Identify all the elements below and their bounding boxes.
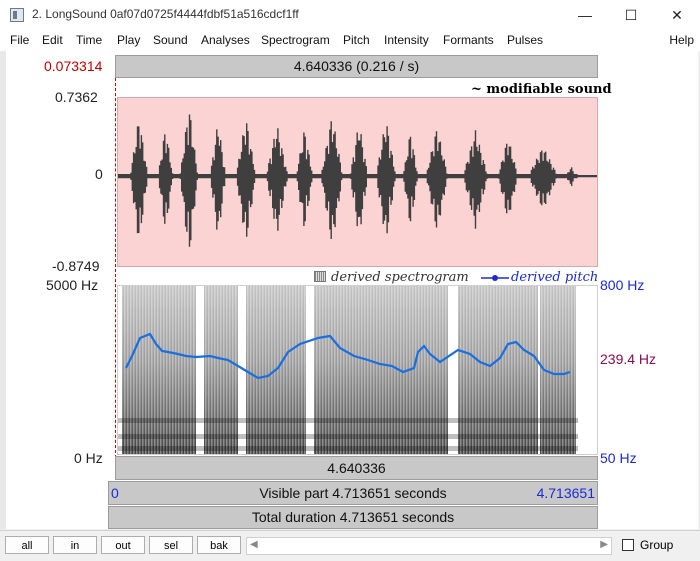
zoom-all-button[interactable]: all — [5, 536, 49, 554]
waveform-panel[interactable] — [117, 97, 598, 267]
zoom-in-button[interactable]: in — [53, 536, 97, 554]
menu-intensity[interactable]: Intensity — [384, 33, 429, 47]
spectrogram-texture — [314, 286, 448, 454]
spectrogram-legend-icon — [314, 271, 326, 282]
menu-file[interactable]: File — [10, 33, 30, 47]
wave-zero-label: 0 — [95, 166, 103, 182]
pitch-bottom-label: 50 Hz — [600, 450, 637, 466]
modifiable-sound-label: ~ modifiable sound — [471, 82, 612, 97]
formant-band — [118, 434, 578, 439]
waveform-trace — [118, 114, 597, 247]
menu-sound[interactable]: Sound — [153, 33, 188, 47]
wave-max-label: 0.7362 — [55, 89, 98, 105]
group-label: Group — [640, 538, 674, 552]
pitch-legend-icon — [481, 275, 509, 281]
derived-spectrogram-label: derived spectrogram — [331, 270, 469, 285]
menu-play[interactable]: Play — [117, 33, 141, 47]
cursor-time: 0.073314 — [44, 58, 103, 74]
visible-start-label: 0 — [111, 485, 119, 501]
formant-band — [118, 446, 578, 451]
zoom-back-button[interactable]: bak — [197, 536, 241, 554]
pitch-top-label: 800 Hz — [600, 277, 645, 293]
duration-bar[interactable]: 4.640336 — [115, 456, 598, 480]
total-duration-bar[interactable]: Total duration 4.713651 seconds — [108, 506, 598, 529]
zoom-selection-button[interactable]: sel — [149, 536, 193, 554]
app-icon — [10, 8, 24, 22]
window-title: 2. LongSound 0af07d0725f4444fdbf51a516cd… — [32, 7, 299, 21]
derived-pitch-label: derived pitch — [511, 270, 599, 285]
menu-help[interactable]: Help — [669, 33, 694, 47]
spectrogram-energy — [118, 286, 578, 454]
menu-edit[interactable]: Edit — [42, 33, 63, 47]
scroll-left-icon[interactable]: ◀ — [250, 539, 258, 550]
pitch-current-label: 239.4 Hz — [600, 351, 657, 367]
visible-part-text: Visible part 4.713651 seconds — [259, 485, 447, 501]
menu-pitch[interactable]: Pitch — [343, 33, 370, 47]
menu-analyses[interactable]: Analyses — [201, 33, 250, 47]
menu-formants[interactable]: Formants — [443, 33, 494, 47]
close-button[interactable]: ✕ — [671, 7, 683, 23]
spectrogram-max-label: 5000 Hz — [46, 277, 99, 293]
menu-bar: File Edit Time Play Sound Analyses Spect… — [0, 30, 700, 51]
left-edge — [0, 51, 6, 529]
spectrogram-texture — [204, 286, 238, 454]
scroll-right-icon[interactable]: ▶ — [600, 539, 608, 550]
cursor-line — [115, 78, 116, 458]
spectrogram-svg — [118, 286, 578, 454]
group-checkbox[interactable] — [622, 539, 634, 551]
waveform-svg — [118, 114, 597, 247]
pitch-contour — [125, 332, 571, 380]
maximize-button[interactable]: ☐ — [624, 7, 638, 23]
menu-pulses[interactable]: Pulses — [507, 33, 544, 47]
horizontal-scrollbar[interactable]: ◀ ▶ — [246, 537, 612, 555]
menu-time[interactable]: Time — [76, 33, 103, 47]
spectrogram-texture — [458, 286, 538, 454]
minimize-button[interactable]: — — [578, 7, 592, 23]
title-bar: 2. LongSound 0af07d0725f4444fdbf51a516cd… — [0, 0, 700, 31]
wave-min-label: -0.8749 — [52, 258, 100, 274]
selection-duration-bar[interactable]: 4.640336 (0.216 / s) — [115, 55, 598, 78]
spectrogram-texture — [122, 286, 196, 454]
zoom-out-button[interactable]: out — [101, 536, 145, 554]
spectrogram-panel[interactable] — [117, 285, 598, 455]
visible-part-bar[interactable]: 0 Visible part 4.713651 seconds 4.713651 — [108, 481, 598, 505]
spectrogram-min-label: 0 Hz — [74, 450, 103, 466]
menu-spectrogram[interactable]: Spectrogram — [261, 33, 330, 47]
bottom-controls: all in out sel bak ◀ ▶ Group — [0, 530, 700, 561]
formant-band — [118, 418, 578, 423]
visible-end-label: 4.713651 — [536, 485, 595, 501]
waveform-path — [118, 114, 597, 247]
